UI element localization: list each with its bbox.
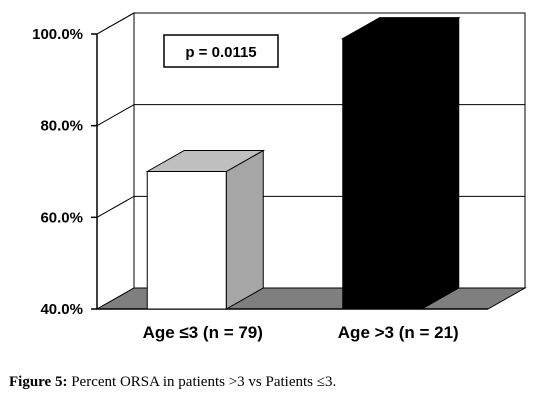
p-value-box (163, 34, 279, 68)
x-category-label: Age >3 (n = 21) (338, 323, 459, 342)
figure-caption-text: Percent ORSA in patients >3 vs Patients … (67, 374, 337, 390)
bar-front (146, 171, 227, 310)
bars (145, 16, 461, 310)
side-wall (96, 12, 135, 310)
y-tick-label: 60.0% (40, 209, 83, 226)
bar-side (421, 16, 460, 310)
y-tick-label: 80.0% (40, 118, 83, 135)
x-axis-labels: Age ≤3 (n = 79) Age >3 (n = 21) (143, 323, 459, 342)
bar (340, 16, 461, 310)
p-value-annotation: p = 0.0115 (163, 34, 279, 68)
bar (145, 149, 266, 310)
p-value-text: p = 0.0115 (185, 44, 256, 61)
figure-caption-label: Figure 5: (9, 374, 68, 390)
bar-side (225, 149, 264, 310)
bar-front (342, 38, 423, 310)
bar-chart: 40.0%60.0%80.0%100.0% Age ≤3 (n = 79) Age… (32, 12, 527, 342)
y-tick-label: 40.0% (40, 301, 83, 318)
y-tick-label: 100.0% (32, 26, 83, 43)
x-category-label: Age ≤3 (n = 79) (143, 323, 263, 342)
figure-caption: Figure 5: Percent ORSA in patients >3 vs… (9, 374, 336, 391)
gridline (96, 12, 525, 35)
